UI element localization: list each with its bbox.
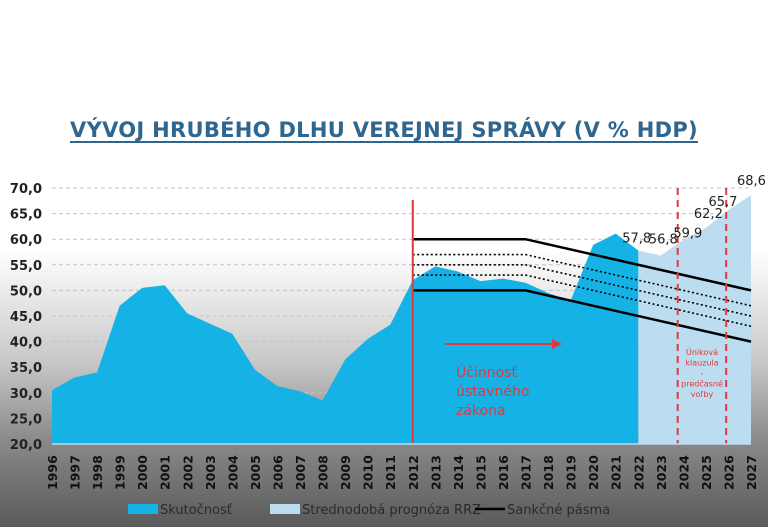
x-tick-label: 2019 (564, 455, 579, 490)
x-tick-label: 2020 (586, 455, 601, 490)
x-tick-label: 2002 (180, 455, 195, 490)
x-tick-label: 2022 (631, 455, 646, 490)
x-tick-label: 2012 (406, 455, 421, 490)
escape-clause-text: Úniková (686, 346, 718, 357)
y-tick-label: 60,0 (10, 233, 42, 248)
data-label: 68,6 (737, 174, 766, 189)
y-tick-label: 45,0 (10, 310, 42, 325)
x-tick-label: 2005 (248, 455, 263, 490)
escape-clause-text: - (701, 369, 704, 378)
y-tick-label: 30,0 (10, 387, 42, 402)
law-annotation-text: ústavného (456, 384, 529, 400)
sanction-band-solid (412, 289, 752, 343)
sanction-band-dotted (412, 263, 752, 317)
x-tick-label: 2026 (721, 455, 736, 490)
x-tick-label: 2007 (293, 455, 308, 490)
data-label: 57,8 (622, 231, 651, 246)
y-tick-label: 20,0 (10, 438, 42, 453)
data-label: 59,9 (673, 227, 702, 242)
x-tick-label: 2011 (383, 455, 398, 490)
x-tick-label: 1999 (113, 455, 128, 490)
legend-swatch (128, 504, 158, 514)
x-tick-label: 2008 (316, 455, 331, 490)
x-tick-label: 2021 (609, 455, 624, 490)
sanction-band-solid (412, 237, 752, 292)
y-tick-label: 50,0 (10, 284, 42, 299)
arrow-head-icon (552, 339, 562, 349)
x-tick-label: 2016 (496, 455, 511, 490)
chart-title: VÝVOJ HRUBÉHO DLHU VEREJNEJ SPRÁVY (V % … (70, 118, 698, 142)
sanction-band-dotted (412, 253, 752, 307)
legend-label: Strednodobá prognóza RRZ (302, 503, 481, 518)
data-label: 62,2 (694, 207, 723, 222)
law-annotation-text: Účinnosť (456, 363, 517, 381)
x-tick-label: 2027 (744, 455, 759, 490)
area-forecast (638, 195, 751, 444)
data-label: 65,7 (708, 195, 737, 210)
x-tick-label: 2010 (361, 455, 376, 490)
x-tick-label: 2015 (473, 455, 488, 490)
x-tick-label: 2017 (519, 455, 534, 490)
area-actual (52, 233, 639, 444)
y-tick-label: 25,0 (10, 412, 42, 427)
y-tick-label: 65,0 (10, 208, 42, 223)
x-tick-label: 1997 (68, 455, 83, 490)
y-tick-label: 55,0 (10, 259, 42, 274)
x-tick-label: 2025 (699, 455, 714, 490)
x-tick-label: 2000 (135, 455, 150, 490)
y-tick-label: 40,0 (10, 336, 42, 351)
x-tick-label: 2006 (270, 455, 285, 490)
data-label: 56,8 (649, 233, 678, 248)
x-tick-label: 2023 (654, 455, 669, 490)
x-tick-label: 2014 (451, 455, 466, 490)
x-tick-label: 2004 (225, 455, 240, 490)
x-tick-label: 2009 (338, 455, 353, 490)
x-tick-label: 2001 (158, 455, 173, 490)
legend-label: Sankčné pásma (507, 503, 610, 518)
x-tick-label: 2003 (203, 455, 218, 490)
escape-clause-text: predčasné (681, 379, 723, 389)
x-tick-label: 1998 (90, 455, 105, 490)
y-tick-label: 70,0 (10, 182, 42, 197)
escape-clause-text: voľby (691, 390, 714, 399)
legend-label: Skutočnosť (160, 503, 232, 518)
sanction-band-dotted (412, 274, 752, 328)
x-tick-label: 1996 (45, 455, 60, 490)
x-tick-label: 2018 (541, 455, 556, 490)
law-annotation-text: zákona (456, 403, 506, 419)
legend-swatch (270, 504, 300, 514)
x-tick-label: 2013 (428, 455, 443, 490)
x-tick-label: 2024 (676, 455, 691, 490)
y-tick-label: 35,0 (10, 361, 42, 376)
escape-clause-text: klauzula (685, 359, 718, 368)
